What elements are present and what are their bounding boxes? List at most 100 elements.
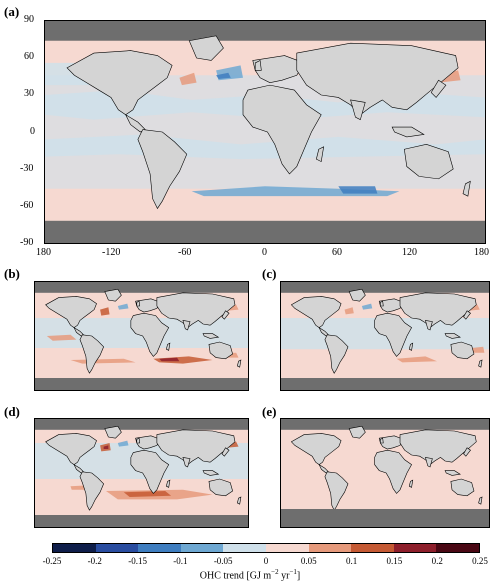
continent <box>445 471 460 476</box>
continent <box>325 472 348 510</box>
lat-tick: 60 <box>24 51 34 62</box>
continent <box>349 426 365 438</box>
continent <box>203 334 218 339</box>
continent <box>404 144 453 179</box>
continent <box>157 293 235 328</box>
lat-tick: 90 <box>24 14 34 25</box>
trend-patch <box>117 303 129 310</box>
continent <box>203 471 218 476</box>
continent <box>183 457 190 467</box>
continent <box>80 335 104 373</box>
continent <box>431 80 446 97</box>
map-panel-d <box>34 418 249 528</box>
continent <box>479 497 482 504</box>
trend-patch <box>100 307 110 316</box>
continent <box>380 301 383 306</box>
antarctica-mask <box>35 378 248 390</box>
trend-patch <box>153 356 213 364</box>
continent <box>105 426 122 438</box>
continent <box>451 342 474 359</box>
continent <box>189 36 223 61</box>
continent <box>325 335 348 373</box>
colorbar-tick-label: -0.15 <box>128 556 147 566</box>
continent <box>400 430 476 465</box>
arctic-mask <box>281 419 489 430</box>
continent <box>445 334 460 339</box>
continent <box>105 289 122 301</box>
colorbar-tick-label: 0.05 <box>300 556 317 566</box>
continent <box>166 343 170 350</box>
colorbar-segment <box>223 544 266 552</box>
colorbar-tick-label: 0.1 <box>345 556 358 566</box>
trend-patch <box>471 346 485 353</box>
colorbar-tick-label: 0 <box>263 556 269 566</box>
arctic-mask <box>35 419 248 430</box>
map-svg <box>45 21 485 243</box>
lat-tick: -60 <box>20 200 34 211</box>
continent <box>255 60 261 70</box>
map-svg <box>35 282 248 390</box>
continent <box>80 472 104 510</box>
colorbar-segment <box>265 544 309 552</box>
colorbar-segment <box>53 544 96 552</box>
lon-tick: 180 <box>36 247 51 258</box>
map-panel-b <box>34 281 249 391</box>
continent <box>137 301 140 306</box>
colorbar-tick-label: -0.1 <box>173 556 188 566</box>
map-svg <box>281 419 489 527</box>
panel-a-label: (a) <box>4 4 20 19</box>
trend-patch <box>103 445 109 449</box>
colorbar-tick-label: 0.15 <box>386 556 403 566</box>
colorbar-segment <box>308 544 352 552</box>
continent <box>131 450 169 493</box>
trend-patch <box>123 491 172 497</box>
colorbar-segment <box>180 544 224 552</box>
lon-tick: 120 <box>402 247 417 258</box>
continent <box>409 480 412 487</box>
map-svg <box>281 282 489 390</box>
continent <box>137 438 140 443</box>
trend-patch <box>117 440 129 447</box>
map-panel-c <box>280 281 490 391</box>
continent <box>380 438 383 443</box>
continent <box>222 311 229 319</box>
continent <box>379 299 403 312</box>
lon-tick: 180 <box>474 247 489 258</box>
colorbar-tick-label: -0.25 <box>42 556 62 566</box>
trend-patch <box>344 307 354 315</box>
map-panel-a <box>44 20 486 244</box>
lon-tick: -120 <box>102 247 121 258</box>
panel-b-label: (b) <box>4 266 20 281</box>
continent <box>351 100 366 120</box>
continent <box>253 56 304 83</box>
trend-patch <box>338 186 378 194</box>
map-panel-e <box>280 418 490 528</box>
continent <box>291 296 341 327</box>
continent <box>479 360 482 367</box>
continent <box>349 289 365 301</box>
continent <box>237 497 241 504</box>
continent <box>131 313 169 356</box>
continent <box>451 479 474 496</box>
panel-e-label: (e) <box>262 404 277 419</box>
colorbar-tick-label: 0.2 <box>431 556 443 566</box>
continent <box>316 147 323 162</box>
lat-tick: -90 <box>20 237 34 248</box>
colorbar-segment <box>95 544 139 552</box>
trend-patch <box>396 356 437 363</box>
continent <box>209 479 233 496</box>
colorbar <box>52 543 480 553</box>
continent <box>392 127 424 137</box>
antarctica-mask <box>45 220 485 243</box>
panel-c-label: (c) <box>262 266 277 281</box>
continent <box>464 448 471 456</box>
lat-tick: -30 <box>20 163 34 174</box>
continent <box>463 181 470 196</box>
continent <box>46 296 97 327</box>
trend-patch <box>46 334 77 341</box>
colorbar-segment <box>138 544 181 552</box>
arctic-mask <box>35 282 248 293</box>
arctic-mask <box>281 282 489 293</box>
panel-d-label: (d) <box>4 404 20 419</box>
colorbar-segment <box>393 544 437 552</box>
